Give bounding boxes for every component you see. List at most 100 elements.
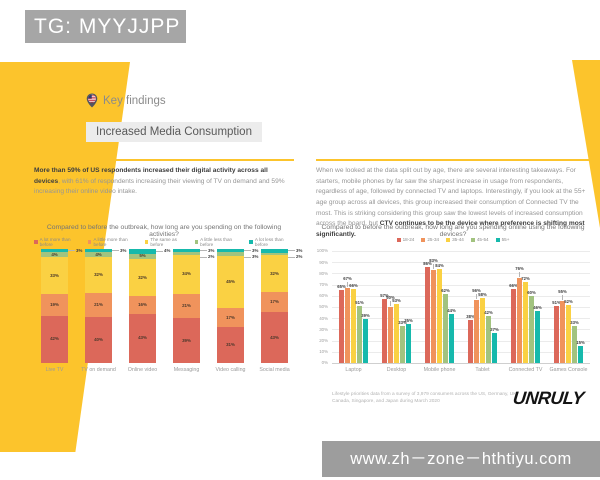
- bar-value-label: 38%: [466, 314, 475, 320]
- grouped-bar: [400, 326, 405, 363]
- bar-segment: [173, 252, 200, 255]
- callout-value-label: 3%: [120, 247, 127, 253]
- gridline: [332, 273, 590, 275]
- bar-value-label: 66%: [349, 283, 358, 289]
- bar-value-label: 27%: [490, 326, 499, 332]
- grouped-bar: [443, 293, 448, 363]
- y-tick-label: 70%: [319, 282, 328, 287]
- legend-label: A little more than before: [93, 237, 128, 247]
- legend-swatch: [34, 240, 38, 244]
- legend-swatch: [396, 237, 401, 242]
- bar-value-label: 16%: [138, 301, 147, 307]
- grouped-bar: [425, 266, 430, 363]
- bar-value-label: 35%: [404, 317, 413, 323]
- bar-value-label: 4%: [95, 251, 102, 257]
- grouped-bar: [357, 305, 362, 363]
- bar-value-label: 67%: [343, 275, 352, 281]
- gridline: [332, 363, 590, 364]
- bar-value-label: 72%: [521, 276, 530, 282]
- y-tick-label: 10%: [319, 349, 328, 355]
- bar-value-label: 43%: [270, 334, 279, 340]
- bar-value-label: 17%: [270, 299, 279, 305]
- label-leader-line: [519, 271, 520, 277]
- grouped-bar: [572, 326, 577, 363]
- bar-value-label: 51%: [552, 299, 561, 305]
- bar-segment: [129, 253, 156, 260]
- category-label: Online video: [127, 367, 158, 373]
- grouped-bar: [339, 290, 344, 363]
- bar-segment: [173, 293, 200, 319]
- legend-label: A little less than before: [200, 237, 233, 247]
- legend-item: 55+: [495, 237, 510, 242]
- bar-value-label: 50%: [386, 295, 395, 300]
- us-flag-pin-icon: [86, 93, 98, 108]
- y-tick-label: 60%: [319, 293, 328, 299]
- legend-item: 45-54: [470, 237, 489, 242]
- callout-leader-line: [112, 250, 119, 252]
- right-body-bold: CTV continues to be the device where pre…: [316, 220, 585, 239]
- legend-item: A lot less than before: [249, 237, 294, 247]
- bar-segment: [41, 294, 68, 316]
- callout-value-label: 3%: [296, 247, 303, 253]
- bar-value-label: 5%: [139, 253, 146, 259]
- legend-item: A lot more than before: [34, 237, 81, 247]
- gridline: [332, 318, 590, 320]
- right-chart-title: Compared to before the outbreak, how lon…: [321, 224, 585, 238]
- bar-segment: [129, 313, 156, 363]
- legend-label: The same as before: [150, 237, 177, 247]
- grouped-bar: [449, 313, 454, 363]
- bar-value-label: 15%: [576, 340, 585, 346]
- bar-value-label: 52%: [564, 298, 573, 304]
- legend-label: 55+: [501, 237, 510, 242]
- label-leader-line: [562, 295, 563, 301]
- subsection-chip: Increased Media Consumption: [86, 122, 262, 142]
- callout-value-label: 3%: [76, 247, 83, 253]
- legend-label: 45-54: [476, 237, 489, 242]
- right-body-paragraph: When we looked at the data split out by …: [316, 159, 590, 241]
- label-leader-line: [390, 301, 391, 306]
- bar-segment: [217, 327, 244, 363]
- callout-leader-line: [156, 250, 163, 252]
- bar-segment: [261, 252, 288, 255]
- legend-item: A little more than before: [87, 237, 138, 247]
- bar-value-label: 33%: [50, 272, 59, 278]
- bar-segment: [129, 249, 156, 254]
- grouped-bar: [480, 298, 485, 363]
- bar-value-label: 39%: [361, 313, 370, 319]
- legend-label: 25-34: [427, 237, 440, 242]
- callout-leader-line: [68, 250, 75, 252]
- gridline: [332, 351, 590, 353]
- grouped-bar: [388, 307, 393, 363]
- gridline: [332, 329, 590, 331]
- bar-segment: [129, 295, 156, 314]
- bar-value-label: 32%: [94, 272, 103, 278]
- y-tick-label: 50%: [319, 304, 328, 310]
- grouped-bar: [437, 268, 442, 363]
- y-tick-label: 100%: [316, 248, 328, 254]
- legend-swatch: [144, 240, 149, 244]
- category-label: Social media: [259, 367, 290, 373]
- bar-value-label: 46%: [533, 305, 542, 311]
- y-tick-label: 0%: [321, 360, 328, 366]
- callout-leader-line: [244, 256, 251, 258]
- grouped-bar: [474, 300, 479, 363]
- bar-segment: [85, 317, 112, 363]
- bar-segment: [41, 256, 68, 295]
- bar-segment: [41, 315, 68, 363]
- bar-value-label: 21%: [94, 302, 103, 308]
- label-leader-line: [476, 294, 477, 300]
- bar-segment: [85, 252, 112, 257]
- bar-value-label: 76%: [515, 265, 524, 271]
- legend-swatch: [446, 237, 451, 242]
- legend-swatch: [470, 237, 475, 242]
- grouped-bar: [394, 303, 399, 363]
- category-label: TV on demand: [81, 367, 116, 373]
- right-chart-legend: 18-24 25-34 35-44 45-54 55+: [314, 237, 592, 242]
- legend-item: 18-24: [396, 237, 414, 242]
- legend-swatch: [87, 240, 92, 244]
- y-tick-label: 90%: [319, 259, 328, 265]
- bar-value-label: 39%: [182, 337, 191, 343]
- bar-value-label: 34%: [182, 271, 191, 277]
- bar-value-label: 32%: [138, 274, 147, 280]
- bar-segment: [85, 256, 112, 294]
